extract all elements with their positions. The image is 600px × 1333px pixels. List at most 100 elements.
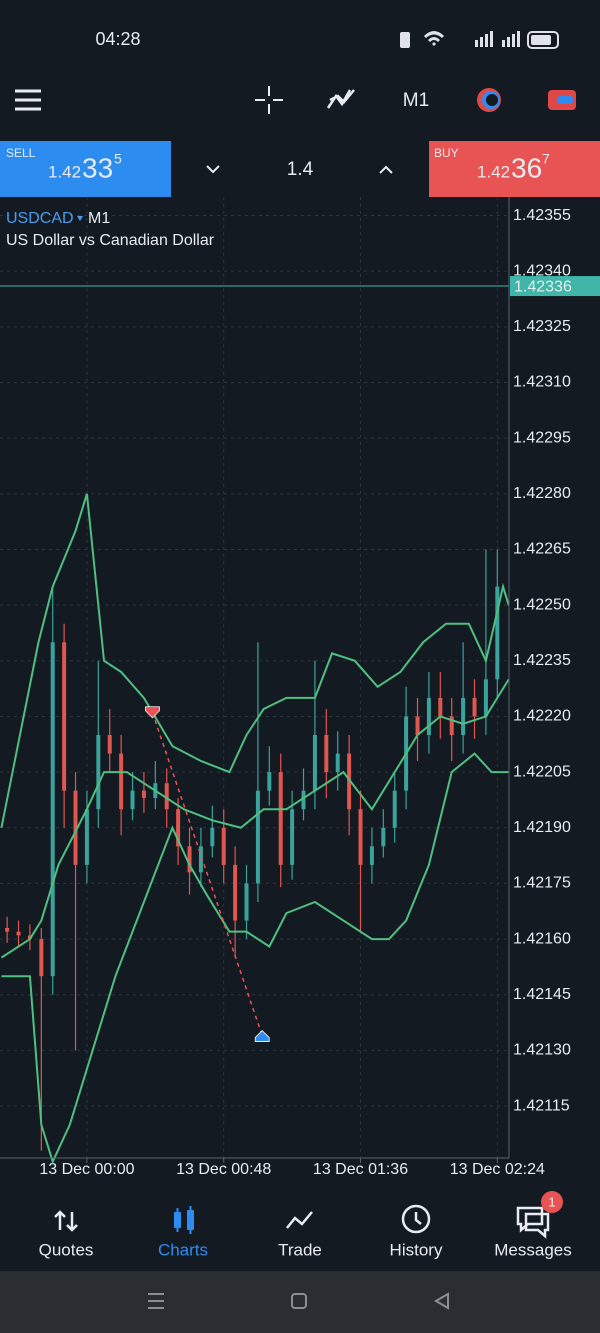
status-icons: [400, 31, 559, 49]
symbol-description: US Dollar vs Canadian Dollar: [6, 232, 215, 249]
buy-price-prefix: 1.42: [477, 162, 510, 181]
y-tick-label: 1.42355: [513, 207, 571, 224]
x-tick-label: 13 Dec 02:24: [450, 1161, 545, 1178]
candle-body: [119, 753, 124, 810]
candle-body: [267, 772, 272, 791]
trade-icon[interactable]: [548, 90, 576, 110]
nav-label[interactable]: Trade: [278, 1240, 322, 1259]
crosshair-icon[interactable]: [255, 86, 283, 114]
candle-body: [141, 790, 146, 799]
nav-label[interactable]: Quotes: [39, 1240, 94, 1259]
candle-body: [381, 827, 386, 847]
x-tick-label: 13 Dec 00:48: [176, 1161, 271, 1178]
candle-body: [426, 697, 431, 736]
system-nav: [0, 1271, 600, 1333]
buy-arrow: [254, 1029, 270, 1042]
chart: 1.42355 1.42340 1.42325 1.42310 1.42295 1.422…: [0, 197, 600, 1178]
candle-body: [335, 753, 340, 773]
y-tick-label: 1.42310: [513, 374, 571, 391]
candle-body: [438, 697, 443, 717]
badge: [541, 1191, 563, 1213]
candle-body: [358, 809, 363, 865]
candle-body: [244, 883, 249, 921]
candle-body: [96, 735, 101, 810]
candle-body: [62, 642, 67, 791]
candle-body: [369, 846, 374, 865]
nav-label[interactable]: Messages: [494, 1240, 571, 1259]
candle-body: [495, 586, 500, 680]
bollinger-band: [0, 493, 510, 828]
x-tick-label: 13 Dec 00:00: [39, 1161, 134, 1178]
candle-body: [73, 790, 78, 865]
y-tick-label: 1.42175: [513, 875, 571, 892]
bollinger-band: [0, 678, 510, 959]
y-tick-label: 1.42115: [513, 1097, 570, 1114]
menu-icon[interactable]: [15, 89, 41, 111]
sell-price-big: 33: [82, 152, 113, 183]
candle-body: [290, 809, 295, 865]
candle-body: [107, 735, 112, 754]
candle-body: [347, 753, 352, 810]
volume-up[interactable]: [379, 165, 393, 174]
indicators-icon[interactable]: [326, 89, 355, 109]
quotes-icon[interactable]: [54, 1210, 78, 1232]
history-icon[interactable]: [401, 1204, 431, 1234]
messages-icon[interactable]: [516, 1206, 550, 1239]
candle-body: [84, 809, 89, 865]
nav-label[interactable]: Charts: [158, 1240, 208, 1259]
chart-timeframe: M1: [88, 210, 110, 227]
candle-body: [255, 790, 260, 884]
charts-icon[interactable]: [174, 1206, 194, 1234]
y-tick-label: 1.42160: [513, 930, 571, 947]
sell-button[interactable]: [0, 141, 171, 197]
candle-body: [130, 790, 135, 810]
objects-icon[interactable]: [477, 88, 501, 112]
x-tick-label: 13 Dec 01:36: [313, 1161, 408, 1178]
current-price-label: 1.42336: [514, 278, 572, 295]
y-tick-label: 1.42130: [513, 1042, 571, 1059]
volume-down[interactable]: [206, 165, 220, 174]
nav-labels: Quotes Charts Trade History Messages: [39, 1240, 572, 1259]
y-tick-label: 1.42265: [513, 541, 571, 558]
candle-body: [5, 927, 10, 932]
candle-body: [164, 783, 169, 810]
candle-body: [415, 716, 420, 736]
symbol[interactable]: USDCAD: [6, 210, 74, 227]
candle-body: [324, 735, 329, 773]
volume-panel: [171, 141, 429, 197]
buy-button[interactable]: [429, 141, 600, 197]
status-time: 04:28: [95, 29, 140, 49]
trade-icon-nav[interactable]: [286, 1211, 313, 1229]
trade-line: [151, 712, 263, 1036]
y-tick-label: 1.42205: [513, 763, 571, 780]
buy-price-sup: 7: [542, 151, 550, 167]
bottom-nav: [0, 1183, 600, 1271]
candle-body: [472, 697, 477, 717]
symbol-dropdown[interactable]: [77, 216, 83, 221]
y-tick-label: 1.42340: [513, 262, 571, 279]
nav-label[interactable]: History: [390, 1240, 443, 1259]
candle-body: [233, 864, 238, 921]
bollinger-band: [1, 752, 509, 1165]
candle-body: [50, 642, 55, 977]
y-tick-label: 1.42295: [513, 429, 571, 446]
volume[interactable]: 1.4: [287, 159, 314, 180]
badge-count: 1: [548, 1194, 555, 1209]
candle-body: [39, 939, 44, 977]
sell-price-sup: 5: [114, 151, 122, 167]
sell-arrow: [145, 706, 160, 719]
candle-body: [461, 697, 466, 736]
candle-body: [221, 827, 226, 865]
y-tick-label: 1.42220: [513, 708, 571, 725]
buy-label: BUY: [434, 146, 459, 160]
y-tick-label: 1.42250: [513, 596, 571, 613]
candle-body: [198, 846, 203, 873]
candle-body: [210, 827, 215, 847]
system-buttons[interactable]: [148, 1292, 449, 1310]
timeframe-button[interactable]: M1: [403, 90, 429, 111]
candle-body: [392, 790, 397, 828]
candle-body: [301, 790, 306, 810]
y-tick-label: 1.42145: [513, 986, 571, 1003]
